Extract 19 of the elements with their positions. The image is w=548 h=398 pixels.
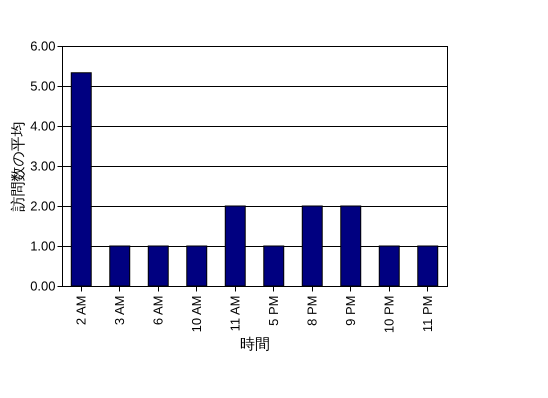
x-tick-label: 3 AM [112,296,127,326]
y-tick-label: 3.00 [30,158,56,174]
x-tick-label: 5 PM [266,296,281,326]
y-tick-label: 0.00 [30,278,56,294]
y-tick-label: 5.00 [30,78,56,94]
y-tick-label: 4.00 [30,118,56,134]
x-tick-label: 10 AM [188,296,204,332]
x-tick-label: 6 AM [150,296,166,326]
y-tick-label: 6.00 [30,38,56,54]
x-tick-label: 9 PM [342,296,358,326]
y-axis-title: 訪問数の平均 [10,122,28,212]
x-tick-label: 2 AM [73,296,88,326]
y-tick-label: 2.00 [30,198,56,214]
x-tick-label: 11 PM [420,296,435,332]
y-tick-label: 1.00 [30,238,56,254]
x-tick-label: 8 PM [304,296,320,326]
x-tick-label: 11 AM [227,296,242,332]
x-tick-label: 10 PM [381,296,396,334]
x-axis-title: 時間 [240,336,270,354]
